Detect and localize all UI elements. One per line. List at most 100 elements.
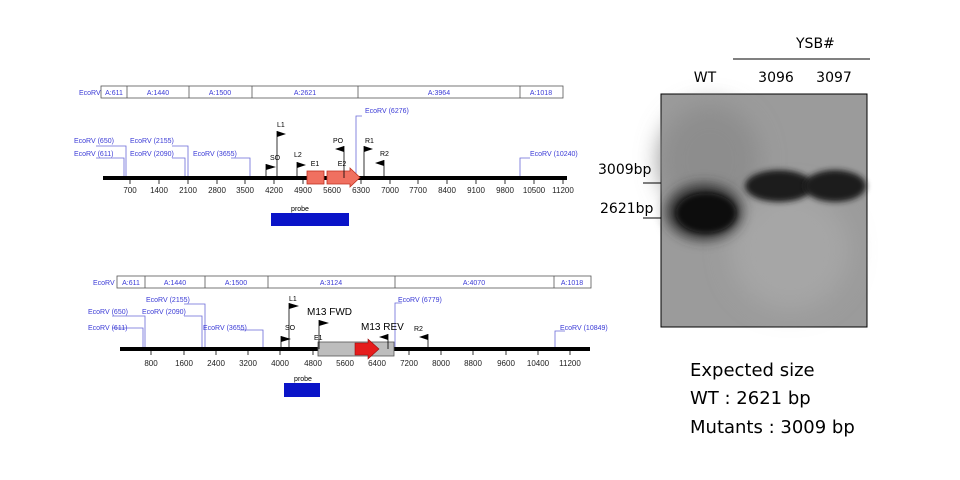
mut-tick-12: 10400 <box>527 359 550 368</box>
wt-site-label-2155: EcoRV (2155) <box>130 138 174 145</box>
wt-fragment-bar <box>100 85 564 99</box>
mut-primer-so-flag <box>281 336 291 342</box>
mut-tick-7: 6400 <box>368 359 386 368</box>
mut-fragment-0: A:611 <box>122 280 140 287</box>
mut-site-label-611: EcoRV (611) <box>88 325 127 332</box>
expected-title: Expected size <box>690 360 815 381</box>
mut-fragment-5: A:1018 <box>561 280 583 287</box>
wt-fragment-2: A:1500 <box>209 90 231 97</box>
mut-fragment-dividers <box>144 276 555 288</box>
mut-site-label-6779: EcoRV (6779) <box>398 297 442 304</box>
mut-fragment-bar <box>116 275 592 289</box>
mut-tick-8: 7200 <box>400 359 418 368</box>
wt-fragment-3: A:2621 <box>294 90 316 97</box>
mut-tick-9: 8000 <box>432 359 450 368</box>
gel-texture <box>660 105 850 310</box>
wt-site-label-10240: EcoRV (10240) <box>530 151 578 158</box>
mut-primer-label-l1: L1 <box>289 296 297 303</box>
wt-exon-e1 <box>306 170 325 185</box>
wt-fragment-4: A:3964 <box>428 90 450 97</box>
gel-marker-label-3009: 3009bp <box>598 162 652 178</box>
wt-fragment-5: A:1018 <box>530 90 552 97</box>
wt-tick-6: 4900 <box>294 186 312 195</box>
wt-tick-8: 6300 <box>352 186 370 195</box>
mut-probe-bar <box>284 383 320 397</box>
expected-mutants: Mutants : 3009 bp <box>690 417 855 438</box>
mut-fragment-1: A:1440 <box>164 280 186 287</box>
wt-fragment-0: A:611 <box>105 90 123 97</box>
wt-tick-12: 9100 <box>467 186 485 195</box>
mut-site-label-2155: EcoRV (2155) <box>146 297 190 304</box>
wt-fragments-enzyme-label: EcoRV <box>79 90 101 97</box>
wt-primer-label-r1: R1 <box>365 138 374 145</box>
mut-tick-1: 1600 <box>175 359 193 368</box>
mut-site-label-650: EcoRV (650) <box>88 309 128 316</box>
wt-exon-e2-arrow <box>326 167 361 188</box>
mut-tick-2: 2400 <box>207 359 225 368</box>
wt-primer-r2-flag <box>375 160 384 166</box>
mut-tick-6: 5600 <box>336 359 354 368</box>
mut-primer-label-m13rev: M13 REV <box>361 322 404 333</box>
mut-site-leaders <box>112 302 565 349</box>
mut-exon-label-e1: E1 <box>314 335 323 342</box>
mut-tick-4: 4000 <box>271 359 289 368</box>
wt-tick-14: 10500 <box>523 186 546 195</box>
mut-primer-label-r2: R2 <box>414 326 423 333</box>
wt-tick-9: 7000 <box>381 186 399 195</box>
wt-probe-bar <box>271 213 349 226</box>
expected-size-block: Expected size WT : 2621 bp Mutants : 300… <box>690 360 855 438</box>
wt-exon-label-e1: E1 <box>311 161 320 168</box>
gel-marker-label-2621: 2621bp <box>600 201 654 217</box>
wt-tick-7: 5600 <box>323 186 341 195</box>
wt-primer-label-l2: L2 <box>294 152 302 159</box>
wt-site-label-611: EcoRV (611) <box>74 151 113 158</box>
mut-probe-label: probe <box>294 376 312 383</box>
wt-tick-2: 2100 <box>179 186 197 195</box>
wt-tick-4: 3500 <box>236 186 254 195</box>
mut-tick-3: 3200 <box>239 359 257 368</box>
gel-lane-label-3097: 3097 <box>816 70 852 86</box>
mut-tick-13: 11200 <box>559 359 581 368</box>
mut-fragment-4: A:4070 <box>463 280 485 287</box>
gel-group-label: YSB# <box>795 36 835 52</box>
wt-tick-3: 2800 <box>208 186 226 195</box>
wt-primer-label-po: PO <box>333 138 344 145</box>
wt-site-label-6276: EcoRV (6276) <box>365 108 409 115</box>
mutant-restriction-map: EcoRV A:611 A:1440 A:1500 A:3124 A:4070 … <box>88 275 608 397</box>
mut-cassette-arrow <box>354 338 380 360</box>
wt-restriction-map: EcoRV A:611 A:1440 A:1500 A:2621 A:3964 … <box>74 85 578 226</box>
mut-site-label-10849: EcoRV (10849) <box>560 325 608 332</box>
wt-tick-13: 9800 <box>496 186 514 195</box>
mut-tick-10: 8800 <box>464 359 482 368</box>
mut-tick-5: 4800 <box>304 359 322 368</box>
southern-blot: YSB# WT 3096 3097 3009bp 2621bp <box>598 36 870 328</box>
wt-tick-1: 1400 <box>150 186 168 195</box>
mut-primer-m13fwd-flag <box>319 320 329 326</box>
wt-tick-11: 8400 <box>438 186 456 195</box>
wt-tick-5: 4200 <box>265 186 283 195</box>
mut-site-label-2090: EcoRV (2090) <box>142 309 186 316</box>
mut-fragment-2: A:1500 <box>225 280 247 287</box>
mut-tick-0: 800 <box>144 359 158 368</box>
wt-probe-label: probe <box>291 206 309 213</box>
mut-tick-11: 9600 <box>497 359 515 368</box>
gel-band-3097 <box>804 170 866 202</box>
wt-site-leaders <box>96 115 530 178</box>
mut-fragments-enzyme-label: EcoRV <box>93 280 115 287</box>
mut-fragment-3: A:3124 <box>320 280 342 287</box>
mut-primer-l1-flag <box>289 303 299 309</box>
wt-site-label-650: EcoRV (650) <box>74 138 114 145</box>
wt-fragment-dividers <box>126 86 521 98</box>
mut-primer-label-so: SO <box>285 325 296 332</box>
expected-wt: WT : 2621 bp <box>690 388 811 409</box>
mut-primer-m13rev-flag <box>379 334 388 340</box>
gel-band-wt <box>676 193 736 233</box>
gel-band-3096 <box>745 170 813 202</box>
wt-tick-15: 11200 <box>552 186 574 195</box>
wt-site-label-3655: EcoRV (3655) <box>193 151 237 158</box>
wt-tick-0: 700 <box>123 186 137 195</box>
wt-primer-label-r2: R2 <box>380 151 389 158</box>
mut-primer-label-m13fwd: M13 FWD <box>307 307 352 318</box>
wt-exon-label-e2: E2 <box>338 161 347 168</box>
wt-primer-po-flag <box>335 146 344 152</box>
